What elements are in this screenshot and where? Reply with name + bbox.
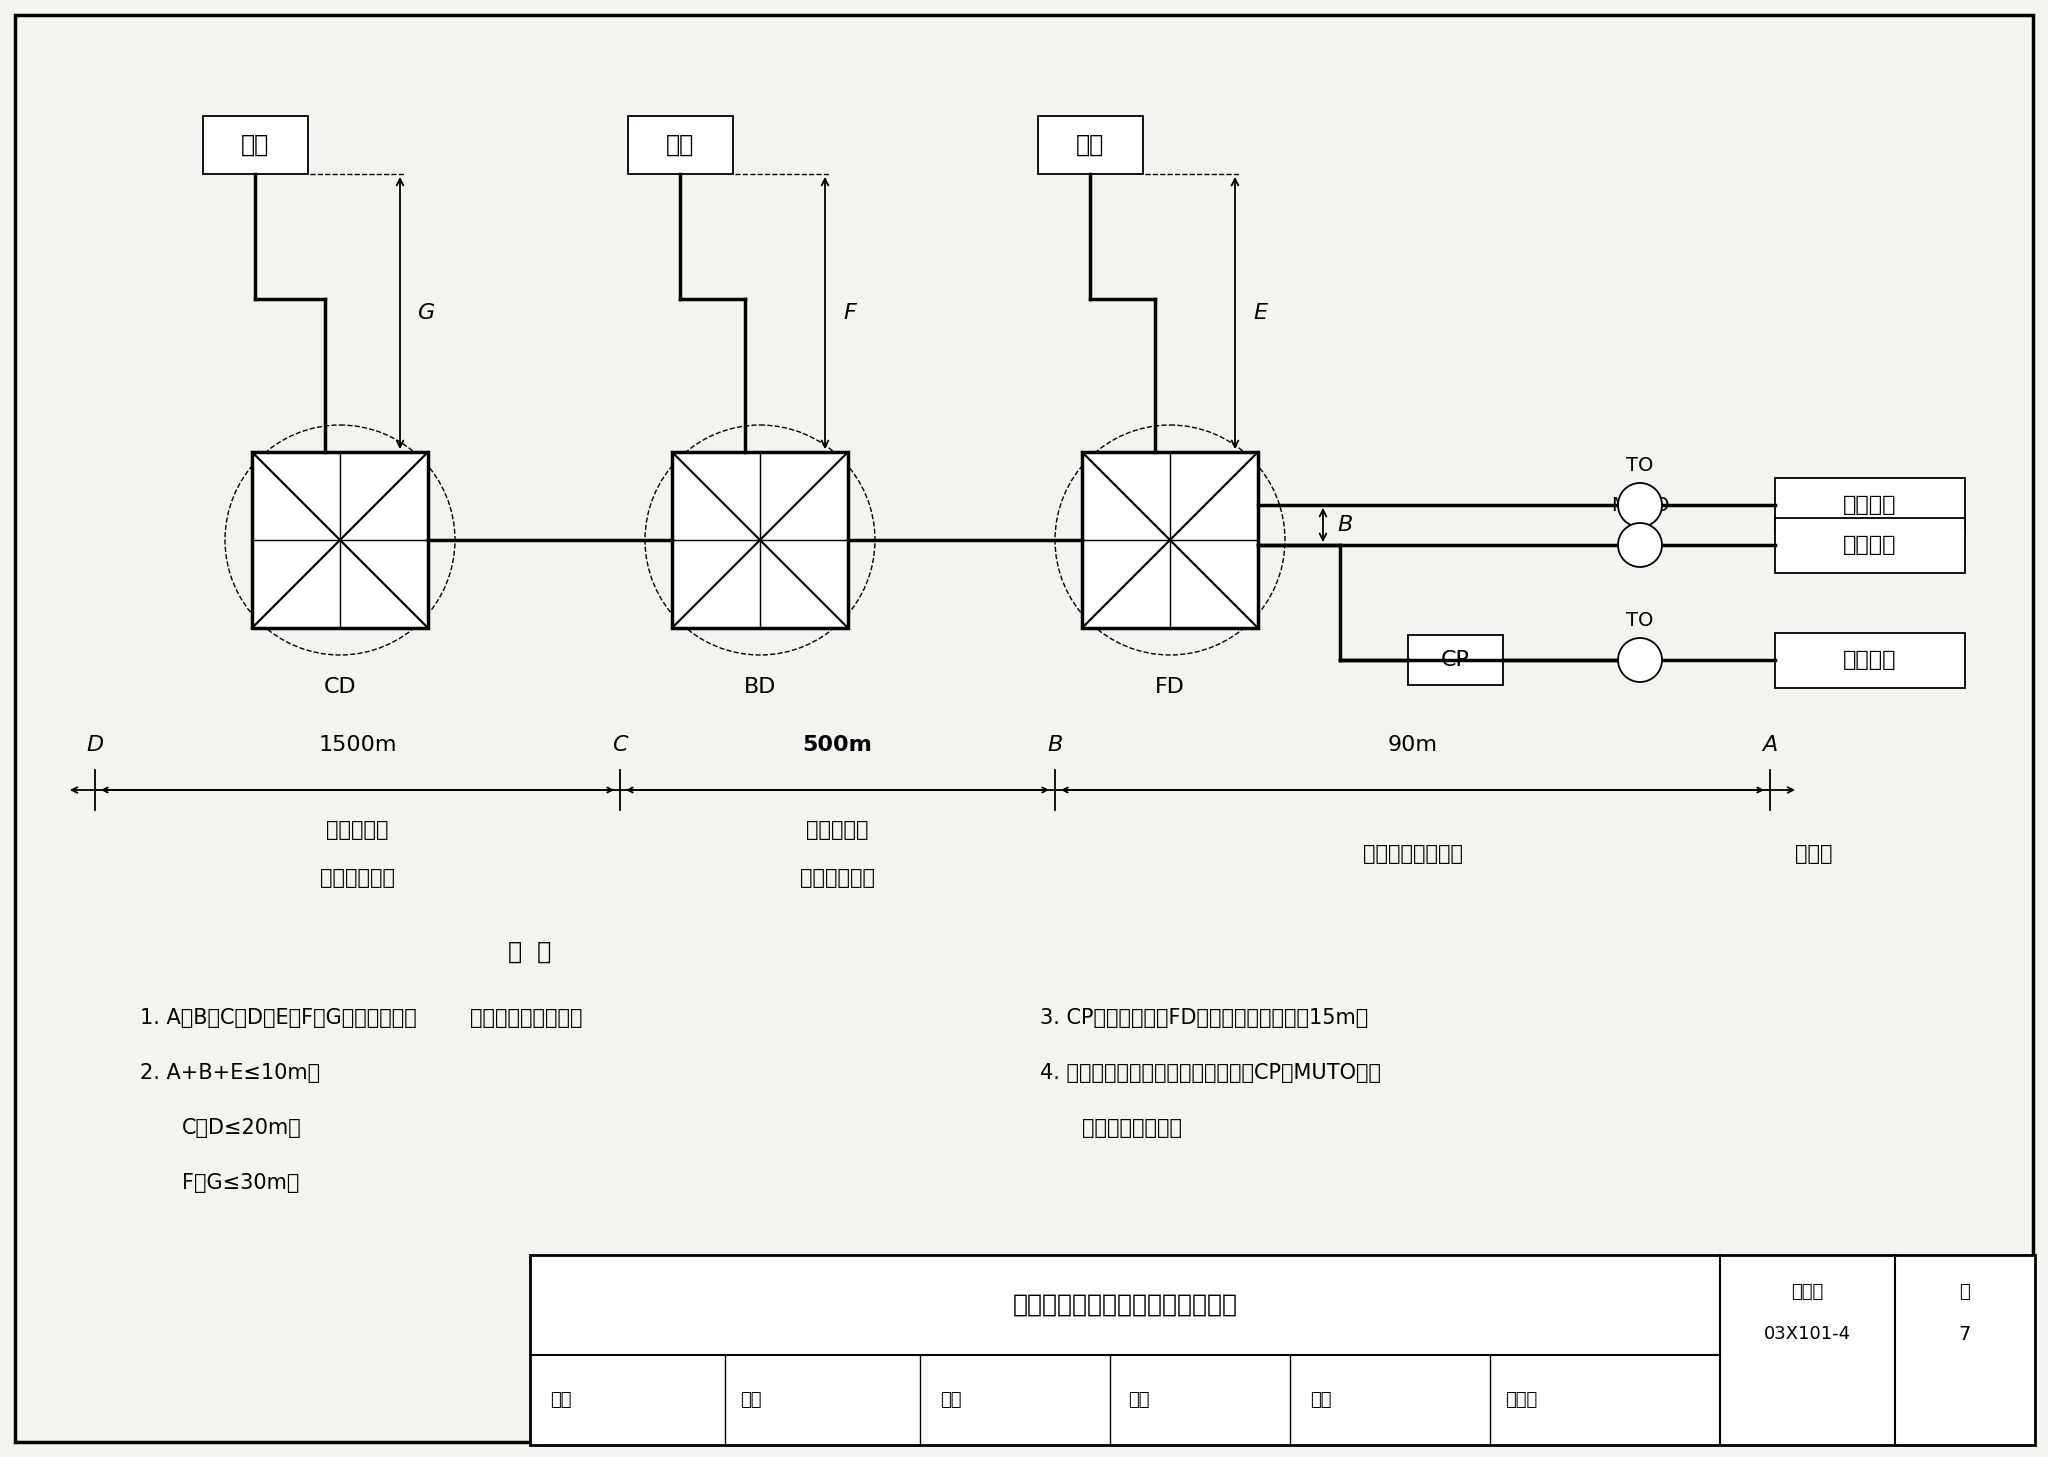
Bar (1081, 452, 1257, 628)
Text: 1. A、B、C、D、E、F、G表示相关区段: 1. A、B、C、D、E、F、G表示相关区段 (139, 1008, 416, 1029)
Text: BD: BD (743, 678, 776, 696)
Text: 电缆（光缆）: 电缆（光缆） (801, 868, 874, 887)
Text: 朱立彤: 朱立彤 (1505, 1391, 1538, 1409)
Text: 缆线或跳线的长度。: 缆线或跳线的长度。 (469, 1008, 582, 1029)
Text: 终端设备: 终端设备 (1843, 495, 1896, 514)
Text: 张宜: 张宜 (739, 1391, 762, 1409)
Text: 设备: 设备 (666, 133, 694, 157)
Text: 综合布线系统组网及缆线长度限值: 综合布线系统组网及缆线长度限值 (1012, 1292, 1237, 1317)
Text: 4. 开放型（大开间）办公室通常采用CP或MUTO（多: 4. 开放型（大开间）办公室通常采用CP或MUTO（多 (1040, 1064, 1380, 1083)
Text: 500m: 500m (803, 734, 872, 755)
Text: 水平电缆（光缆）: 水平电缆（光缆） (1362, 844, 1462, 864)
Text: 校对: 校对 (940, 1391, 961, 1409)
Text: 设备: 设备 (1075, 133, 1104, 157)
Text: 1500m: 1500m (317, 734, 397, 755)
Bar (252, 452, 428, 628)
Bar (1776, 478, 1964, 532)
Text: 电缆（光缆）: 电缆（光缆） (319, 868, 395, 887)
Text: G: G (418, 303, 436, 323)
Text: D: D (86, 734, 104, 755)
Bar (1038, 117, 1143, 173)
Text: 页: 页 (1960, 1284, 1970, 1301)
Text: FD: FD (1155, 678, 1186, 696)
Text: MUTO: MUTO (1610, 495, 1669, 514)
Bar (1407, 635, 1503, 685)
Text: 90m: 90m (1386, 734, 1438, 755)
Text: 用户信息插座）。: 用户信息插座）。 (1081, 1118, 1182, 1138)
Text: 建筑群主干: 建筑群主干 (326, 820, 389, 841)
Text: 工作区: 工作区 (1794, 844, 1833, 864)
Bar (672, 452, 848, 628)
Circle shape (1618, 638, 1663, 682)
Text: E: E (1253, 303, 1268, 323)
Bar (627, 117, 733, 173)
Text: F: F (844, 303, 856, 323)
Text: 孙兰: 孙兰 (1128, 1391, 1149, 1409)
Text: 审核: 审核 (551, 1391, 571, 1409)
Text: 说  明: 说 明 (508, 940, 551, 965)
Text: 设计: 设计 (1311, 1391, 1331, 1409)
Text: 3. CP（集合点）至FD段缆线长度不应小于15m。: 3. CP（集合点）至FD段缆线长度不应小于15m。 (1040, 1008, 1368, 1029)
Text: A: A (1763, 734, 1778, 755)
Text: B: B (1337, 514, 1352, 535)
Text: TO: TO (1626, 610, 1653, 629)
Text: C和D≤20m；: C和D≤20m； (182, 1118, 301, 1138)
Circle shape (1618, 523, 1663, 567)
Text: 图集号: 图集号 (1792, 1284, 1823, 1301)
Text: CD: CD (324, 678, 356, 696)
Bar (1776, 517, 1964, 573)
Text: 终端设备: 终端设备 (1843, 650, 1896, 670)
Bar (530, 1254, 2036, 1445)
Circle shape (1618, 484, 1663, 527)
Text: 终端设备: 终端设备 (1843, 535, 1896, 555)
Text: C: C (612, 734, 629, 755)
Text: B: B (1047, 734, 1063, 755)
Bar (1776, 632, 1964, 688)
Text: CP: CP (1440, 650, 1468, 670)
Text: F和G≤30m。: F和G≤30m。 (182, 1173, 299, 1193)
Text: 设备: 设备 (242, 133, 268, 157)
Bar (203, 117, 307, 173)
Text: 03X101-4: 03X101-4 (1763, 1324, 1851, 1343)
Text: TO: TO (1626, 456, 1653, 475)
Text: 2. A+B+E≤10m；: 2. A+B+E≤10m； (139, 1064, 319, 1083)
Text: 7: 7 (1958, 1324, 1970, 1343)
Text: 建筑物主干: 建筑物主干 (807, 820, 868, 841)
